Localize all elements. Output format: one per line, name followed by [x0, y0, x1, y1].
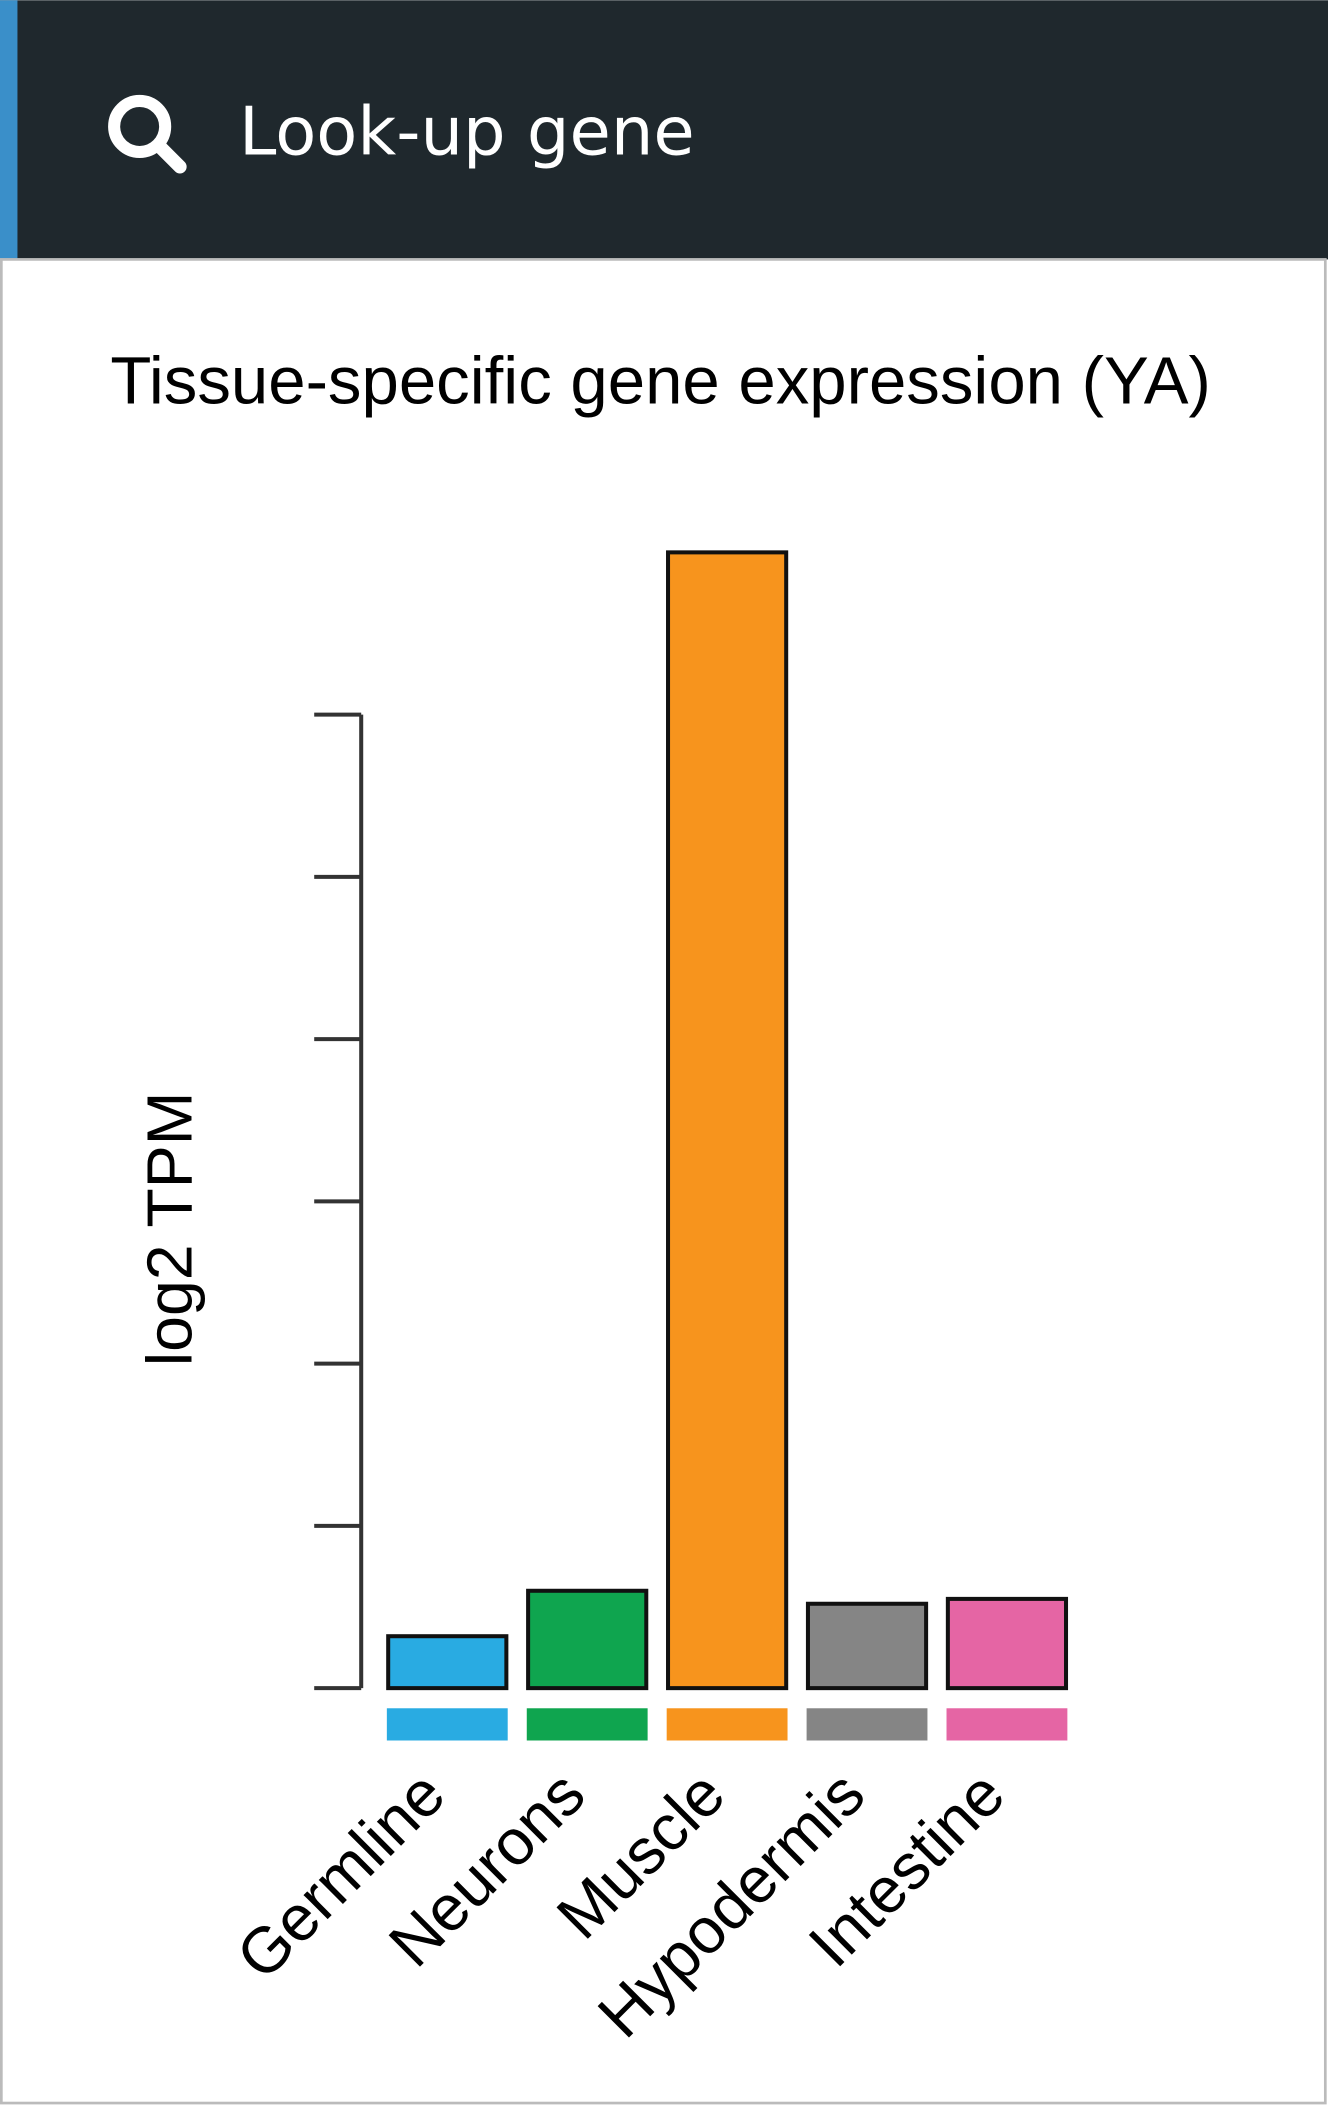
header-accent	[0, 0, 18, 260]
header-title[interactable]: Look-up gene	[239, 92, 695, 170]
y-axis-label: log2 TPM	[134, 1092, 206, 1367]
color-strip	[526, 1708, 648, 1741]
color-strip	[666, 1708, 788, 1741]
search-icon[interactable]	[108, 94, 187, 174]
bar	[945, 1596, 1069, 1691]
panel-border	[0, 258, 1327, 2105]
color-strip	[386, 1708, 508, 1741]
bar	[805, 1601, 929, 1691]
header-bar	[0, 0, 1328, 260]
bar	[526, 1588, 649, 1691]
bar	[666, 550, 789, 1691]
bar	[386, 1634, 509, 1691]
color-strip	[806, 1708, 928, 1741]
chart-title: Tissue-specific gene expression (YA)	[110, 343, 1211, 418]
color-strip	[946, 1708, 1068, 1741]
